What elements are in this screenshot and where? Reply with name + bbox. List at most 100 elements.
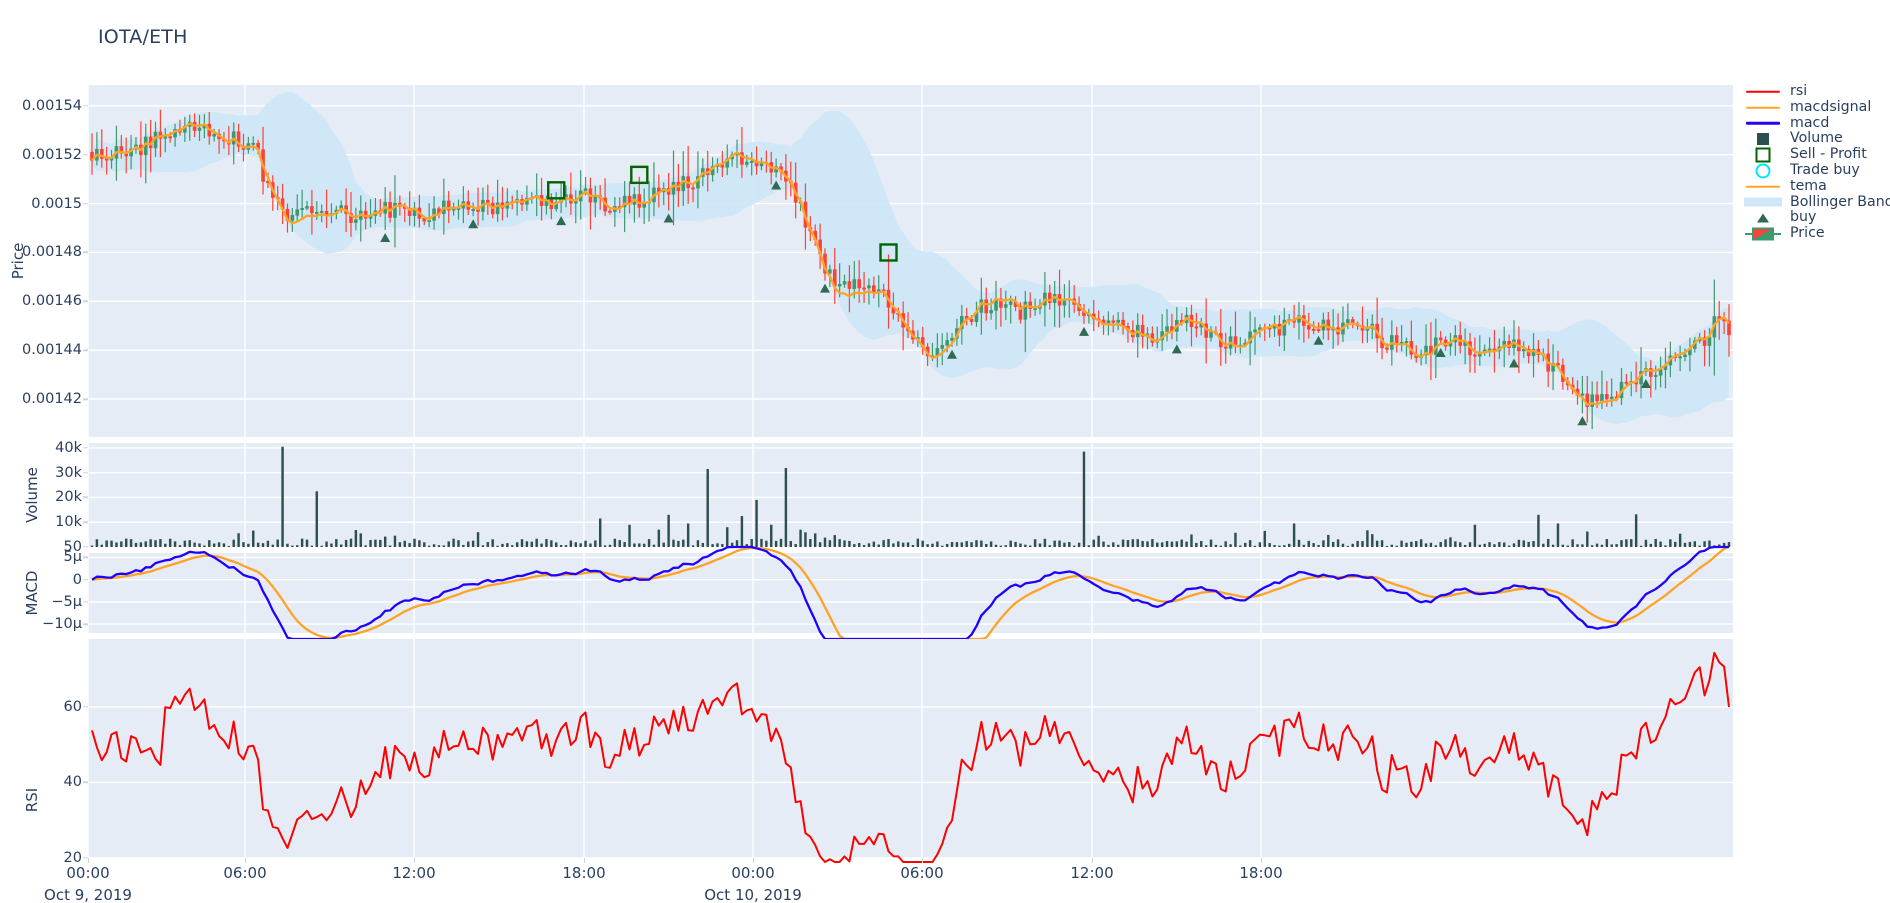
line-icon — [1746, 106, 1780, 109]
xtick-mark — [1092, 858, 1094, 863]
legend-item-price[interactable]: Price — [1742, 225, 1890, 242]
legend-item-label: Volume — [1790, 130, 1843, 147]
rsi-axis-title: RSI — [23, 787, 41, 813]
volume-bars — [90, 446, 1731, 547]
price-ytick: 0.00154 — [22, 97, 82, 114]
legend-item-label: macdsignal — [1790, 98, 1872, 115]
triangle-up-icon — [1757, 213, 1769, 223]
square-open-icon — [1755, 147, 1771, 163]
price-ytick: 0.00144 — [22, 342, 82, 359]
price-panel — [87, 85, 1733, 437]
rsi-ytick: 40 — [63, 774, 82, 791]
xtick-date-label: Oct 9, 2019 — [44, 886, 132, 903]
macd-line — [91, 545, 1729, 641]
square-icon — [1757, 133, 1769, 146]
volume-plot — [87, 443, 1733, 548]
legend-item-label: macd — [1790, 114, 1830, 131]
price-ytick: 0.00148 — [22, 244, 82, 261]
price-ytick-dash — [83, 202, 88, 205]
legend-item-label: tema — [1790, 177, 1827, 194]
price-ytick-dash — [83, 251, 88, 254]
rsi-panel — [87, 639, 1733, 863]
volume-ytick: 10k — [55, 514, 82, 531]
circle-open-icon — [1755, 163, 1771, 179]
page-title: IOTA/ETH — [98, 26, 188, 48]
volume-ytick: 20k — [55, 489, 82, 506]
legend-item-macdsignal[interactable]: macdsignal — [1742, 98, 1890, 116]
rsi-ytick-dash — [83, 706, 88, 708]
legend-item-trade-buy[interactable]: Trade buy — [1742, 161, 1890, 179]
price-ytick-dash — [83, 105, 88, 107]
volume-ytick: 30k — [55, 464, 82, 481]
legend-item-label: Price — [1790, 225, 1825, 242]
macd-ytick-dash — [83, 623, 88, 625]
macd-ytick: 0 — [72, 571, 82, 588]
volume-ytick-dash — [83, 496, 88, 499]
legend-item-buy[interactable]: buy — [1742, 210, 1890, 226]
legend-square-swatch — [1742, 131, 1784, 147]
volume-ytick: 40k — [55, 439, 82, 456]
xtick-mark — [584, 858, 586, 863]
xtick-label: 06:00 — [223, 864, 267, 882]
legend-band-swatch — [1742, 195, 1784, 211]
xtick-label: 06:00 — [900, 864, 944, 882]
bollinger-band — [92, 92, 1729, 425]
volume-ytick-dash — [83, 546, 88, 548]
band-icon — [1744, 197, 1782, 207]
price-plot — [87, 85, 1733, 437]
xtick-mark — [88, 858, 90, 863]
xtick-mark — [922, 858, 924, 863]
price-ytick: 0.00146 — [22, 293, 82, 310]
volume-ytick-dash — [83, 472, 88, 474]
legend-item-tema[interactable]: tema — [1742, 177, 1890, 195]
macd-ytick: 5µ — [63, 549, 82, 566]
line-icon — [1746, 122, 1780, 125]
legend-item-label: Trade buy — [1790, 161, 1860, 178]
macd-axis-title: MACD — [23, 570, 41, 616]
legend-item-rsi[interactable]: rsi — [1742, 83, 1890, 100]
legend-item-label: buy — [1790, 209, 1817, 226]
legend: rsi macdsignal macd Volume Sell - Profit Trad… — [1742, 83, 1890, 242]
volume-ytick-dash — [83, 521, 88, 523]
macd-plot — [87, 545, 1733, 641]
price-ytick: 0.00142 — [22, 391, 82, 408]
xtick-label: 00:00 — [66, 864, 110, 882]
xtick-date-label: Oct 10, 2019 — [704, 886, 802, 903]
rsi-ytick-dash — [83, 857, 88, 859]
rsi-ytick: 60 — [63, 698, 82, 715]
xtick-mark — [753, 858, 755, 863]
rsi-line — [91, 651, 1730, 863]
rsi-plot — [87, 639, 1733, 863]
xtick-label: 12:00 — [1070, 864, 1114, 882]
volume-axis-title: Volume — [23, 467, 41, 523]
legend-line-swatch — [1742, 84, 1784, 100]
legend-item-label: Sell - Profit — [1790, 146, 1867, 163]
legend-line-swatch — [1742, 116, 1784, 132]
xtick-label: 18:00 — [1239, 864, 1283, 882]
xtick-label: 12:00 — [392, 864, 436, 882]
legend-item-label: Bollinger Band — [1790, 193, 1890, 210]
macd-ytick-dash — [83, 601, 88, 603]
legend-candle-swatch — [1742, 226, 1784, 242]
legend-line-swatch — [1742, 100, 1784, 116]
rsi-ytick-dash — [83, 781, 88, 784]
volume-ytick-dash — [83, 447, 88, 449]
volume-ytick: 50 — [63, 538, 82, 555]
tema-line — [91, 122, 1730, 406]
legend-item-sell-profit[interactable]: Sell - Profit — [1742, 146, 1890, 163]
legend-item-volume[interactable]: Volume — [1742, 131, 1890, 147]
macd-ytick-dash — [83, 556, 88, 559]
price-ytick: 0.0015 — [31, 195, 82, 212]
price-ytick: 0.00152 — [22, 146, 82, 163]
price-ytick-dash — [83, 153, 88, 156]
price-ytick-dash — [83, 398, 88, 400]
volume-panel — [87, 443, 1733, 548]
macd-panel — [87, 545, 1733, 641]
legend-open-square-swatch — [1742, 147, 1784, 163]
macd-ytick-dash — [83, 578, 88, 581]
xtick-label: 00:00 — [731, 864, 775, 882]
legend-item-macd[interactable]: macd — [1742, 114, 1890, 132]
legend-item-bollinger-band[interactable]: Bollinger Band — [1742, 193, 1890, 211]
sell-profit-markers — [547, 165, 898, 262]
